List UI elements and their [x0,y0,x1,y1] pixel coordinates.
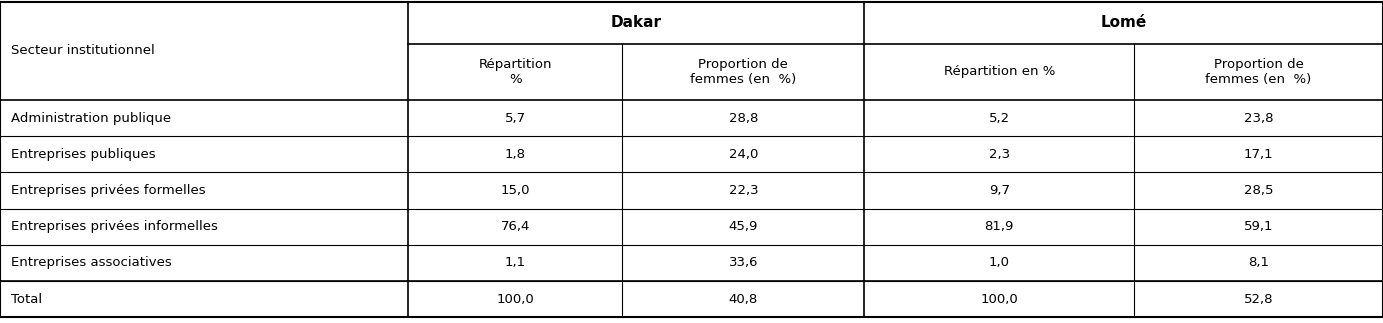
Text: 1,1: 1,1 [505,256,526,269]
Text: 33,6: 33,6 [729,256,758,269]
Text: 9,7: 9,7 [989,184,1010,197]
Text: 24,0: 24,0 [729,148,758,161]
Text: Proportion de
femmes (en  %): Proportion de femmes (en %) [690,58,797,86]
Text: 45,9: 45,9 [729,220,758,233]
Text: Dakar: Dakar [611,15,661,30]
Text: 100,0: 100,0 [496,293,534,306]
Text: 28,5: 28,5 [1243,184,1274,197]
Text: 8,1: 8,1 [1247,256,1270,269]
Text: 52,8: 52,8 [1243,293,1274,306]
Text: Secteur institutionnel: Secteur institutionnel [11,44,155,57]
Text: Lomé: Lomé [1101,15,1147,30]
Text: 5,2: 5,2 [989,112,1010,125]
Text: Entreprises privées informelles: Entreprises privées informelles [11,220,219,233]
Text: 22,3: 22,3 [729,184,758,197]
Text: 1,8: 1,8 [505,148,526,161]
Text: Répartition
%: Répartition % [479,58,552,86]
Text: 28,8: 28,8 [729,112,758,125]
Text: 100,0: 100,0 [981,293,1018,306]
Text: 40,8: 40,8 [729,293,758,306]
Text: 23,8: 23,8 [1243,112,1274,125]
Text: 59,1: 59,1 [1243,220,1274,233]
Text: Entreprises associatives: Entreprises associatives [11,256,171,269]
Text: Administration publique: Administration publique [11,112,171,125]
Text: Total: Total [11,293,43,306]
Text: Répartition en %: Répartition en % [943,65,1055,78]
Text: 1,0: 1,0 [989,256,1010,269]
Text: Entreprises privées formelles: Entreprises privées formelles [11,184,206,197]
Text: 76,4: 76,4 [501,220,530,233]
Text: Proportion de
femmes (en  %): Proportion de femmes (en %) [1206,58,1311,86]
Text: Entreprises publiques: Entreprises publiques [11,148,156,161]
Text: 5,7: 5,7 [505,112,526,125]
Text: 81,9: 81,9 [985,220,1014,233]
Text: 2,3: 2,3 [989,148,1010,161]
Text: 17,1: 17,1 [1243,148,1274,161]
Text: 15,0: 15,0 [501,184,530,197]
